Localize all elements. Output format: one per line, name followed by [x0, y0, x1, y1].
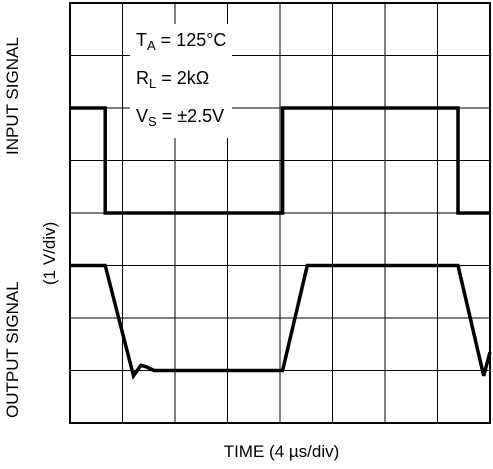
traces	[70, 106, 492, 380]
x-axis-label: TIME (4 µs/div)	[223, 442, 340, 461]
condition-rl: RL = 2kΩ	[136, 68, 210, 91]
input-signal-trace	[70, 106, 490, 215]
vertical-scale-label: (1 V/div)	[40, 221, 59, 285]
test-conditions: TA = 125°C RL = 2kΩ VS = ±2.5V	[130, 24, 233, 138]
output-signal-label: OUTPUT SIGNAL	[3, 281, 22, 418]
condition-ta: TA = 125°C	[136, 30, 227, 53]
output-signal-trace	[70, 263, 492, 380]
input-signal-label: INPUT SIGNAL	[3, 37, 22, 155]
condition-vs: VS = ±2.5V	[136, 106, 225, 129]
